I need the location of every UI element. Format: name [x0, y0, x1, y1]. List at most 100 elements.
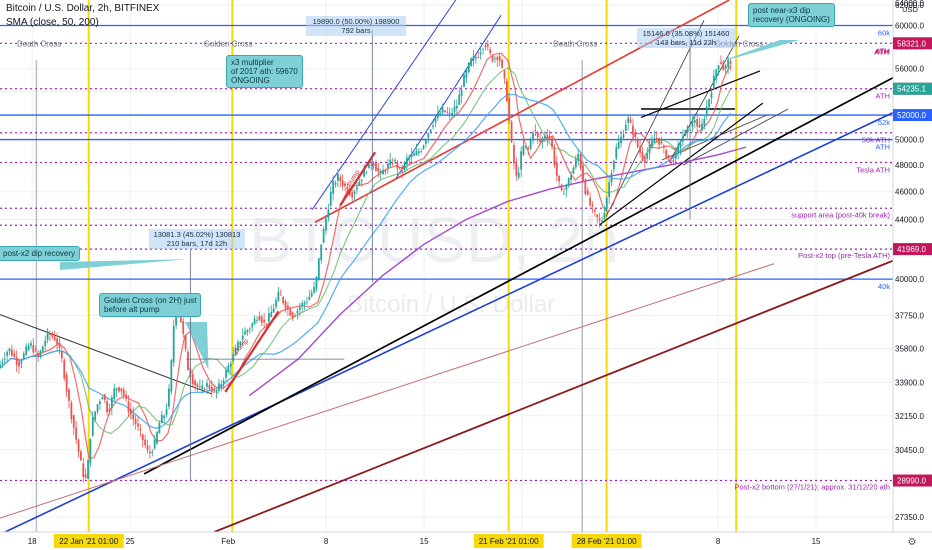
candle-body: [182, 321, 185, 334]
candle-body: [132, 414, 135, 420]
price-tick-15: 56000.0: [895, 65, 924, 74]
candle-body: [448, 112, 451, 114]
candle-body: [234, 347, 237, 356]
candle-body: [643, 156, 646, 163]
candle-body: [491, 55, 494, 62]
candle-body: [613, 160, 615, 170]
candle-body: [434, 117, 437, 123]
candle-body: [22, 353, 25, 360]
candle-body: [417, 151, 420, 154]
candle-body: [308, 296, 311, 300]
candle-body: [553, 147, 556, 166]
candle-body: [127, 401, 130, 412]
candle-body: [463, 74, 465, 87]
candle-body: [237, 342, 239, 351]
callout-golden-cross-2h: Golden Cross (on 2H) just before alt pum…: [99, 293, 202, 317]
candle-body: [705, 106, 708, 117]
thin-red-trend: [0, 263, 775, 519]
candle-body: [258, 316, 261, 321]
candle-body: [682, 136, 684, 142]
fan-line-1: [605, 20, 705, 217]
level-label-10: 40k: [878, 282, 890, 291]
time-tick-6: 8: [716, 537, 721, 546]
candle-body: [8, 348, 11, 352]
candle-body: [32, 345, 35, 353]
price-tag-bg-11: [893, 474, 932, 487]
sma-mid: [0, 67, 732, 435]
candle-body: [146, 445, 149, 450]
candle-body: [460, 89, 463, 96]
measure-1-value: 19890.0 (50.00%) 198900: [312, 17, 400, 26]
candle-body: [101, 397, 104, 400]
candle-body: [667, 155, 670, 158]
candle-body: [137, 423, 139, 427]
price-tag-3: 52000.0: [897, 111, 926, 120]
candle-body: [627, 117, 630, 123]
candle-body: [486, 44, 489, 47]
candle-body: [149, 451, 151, 454]
time-axis-bg: [0, 532, 932, 550]
candle-body: [489, 49, 492, 54]
candle-body: [356, 187, 358, 190]
candle-body: [68, 389, 70, 402]
candle-body: [677, 144, 680, 154]
cross-label-2: Death Cross: [553, 40, 597, 49]
candle-body: [579, 154, 582, 168]
candle-body: [608, 182, 611, 197]
candle-body: [427, 133, 430, 138]
candle-body: [151, 451, 154, 453]
price-tick-11: 48000.0: [895, 161, 924, 170]
candle-body: [653, 138, 656, 143]
level-label-1: ATH: [876, 46, 890, 55]
candle-body: [496, 57, 499, 60]
candle-body: [291, 312, 294, 319]
candle-body: [724, 65, 727, 69]
candle-body: [332, 181, 335, 194]
measure-3-value: 13081.3 (45.02%) 130813: [153, 230, 241, 239]
candle-body: [46, 330, 49, 340]
callout-x3-multiplier: x3 multiplier of 2017 ath: 59670 ONGOING: [226, 55, 303, 88]
callout-post-x2-dip: post-x2 dip recovery: [0, 246, 81, 261]
candle-body: [303, 302, 306, 305]
candle-body: [532, 132, 534, 140]
candle-body: [396, 162, 399, 169]
candle-body: [560, 184, 563, 191]
candle-body: [712, 75, 715, 90]
candle-body: [315, 276, 318, 289]
candle-body: [593, 209, 596, 212]
candle-body: [715, 69, 718, 79]
candle-body: [227, 365, 230, 373]
candle-body: [346, 186, 349, 193]
candle-body: [196, 384, 199, 387]
candle-body: [541, 137, 544, 143]
candle-body: [251, 323, 254, 328]
candle-body: [494, 57, 496, 59]
candle-body: [517, 172, 520, 178]
candle-body: [80, 451, 82, 461]
gear-icon: ⚙: [908, 537, 917, 548]
candle-body: [341, 180, 344, 186]
candle-body: [351, 192, 354, 198]
candle-body: [210, 386, 213, 393]
candle-body: [674, 149, 677, 159]
candle-body: [405, 157, 408, 165]
candle-body: [629, 119, 632, 123]
candle-body: [1, 361, 4, 364]
candle-body: [322, 228, 325, 243]
level-label-7: support area (post-40k break): [791, 210, 890, 219]
candle-body: [710, 92, 713, 99]
candle-body: [139, 428, 142, 431]
candle-body: [203, 388, 206, 390]
candle-body: [265, 323, 268, 325]
candle-body: [156, 431, 158, 444]
time-tick-2: Feb: [221, 537, 235, 546]
candle-body: [372, 162, 375, 166]
candle-body: [334, 182, 337, 185]
measure-box-1: 19890.0 (50.00%) 198900 792 bars: [306, 16, 406, 36]
candle-body: [65, 374, 68, 392]
candle-body: [239, 341, 242, 346]
candle-body: [513, 144, 515, 164]
candle-body: [27, 345, 30, 351]
candle-body: [118, 387, 120, 392]
